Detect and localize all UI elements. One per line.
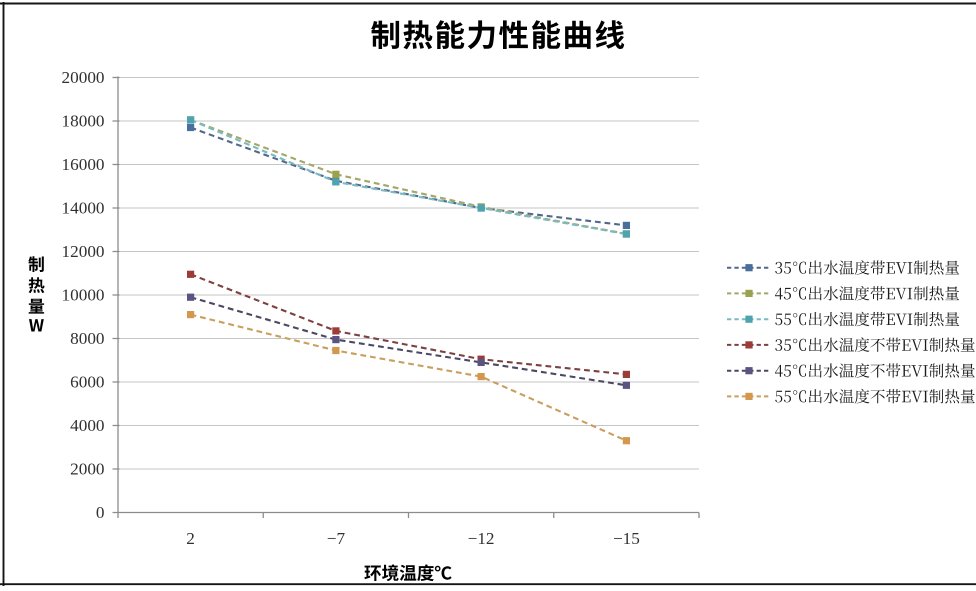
svg-text:6000: 6000 xyxy=(70,373,104,392)
svg-text:10000: 10000 xyxy=(62,286,105,305)
svg-text:2000: 2000 xyxy=(70,460,104,479)
svg-text:12000: 12000 xyxy=(62,242,105,261)
svg-text:14000: 14000 xyxy=(62,199,105,218)
svg-text:−12: −12 xyxy=(468,529,495,548)
svg-text:16000: 16000 xyxy=(62,155,105,174)
svg-text:2: 2 xyxy=(186,529,195,548)
svg-text:20000: 20000 xyxy=(62,68,105,87)
svg-text:8000: 8000 xyxy=(70,329,104,348)
svg-text:18000: 18000 xyxy=(62,112,105,131)
svg-text:−7: −7 xyxy=(327,529,346,548)
svg-text:−15: −15 xyxy=(613,529,640,548)
svg-text:4000: 4000 xyxy=(70,416,104,435)
svg-text:0: 0 xyxy=(96,503,105,522)
